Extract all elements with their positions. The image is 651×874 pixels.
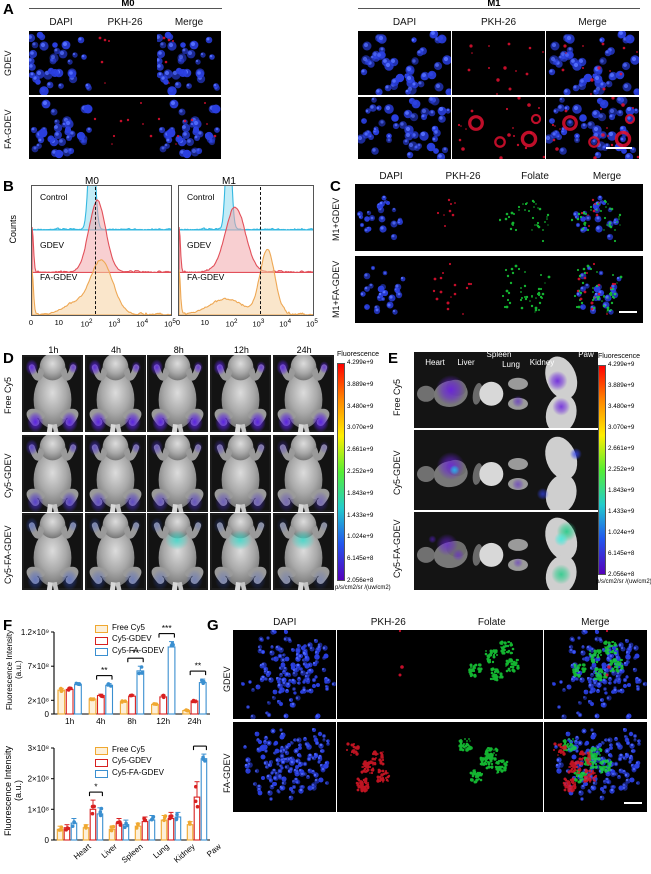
svg-text:7×10⁸: 7×10⁸ <box>28 662 49 671</box>
svg-text:2×10⁸: 2×10⁸ <box>28 775 49 784</box>
svg-text:4h: 4h <box>96 716 106 726</box>
svg-text:1h: 1h <box>65 716 75 726</box>
svg-text:**: ** <box>195 661 202 671</box>
svg-text:24h: 24h <box>187 716 201 726</box>
svg-text:**: ** <box>197 742 204 746</box>
svg-text:1×10⁸: 1×10⁸ <box>28 805 49 814</box>
svg-text:12h: 12h <box>156 716 170 726</box>
svg-text:1.2×10⁹: 1.2×10⁹ <box>21 628 49 637</box>
svg-text:0: 0 <box>45 836 50 845</box>
svg-text:0: 0 <box>45 710 50 719</box>
svg-text:**: ** <box>101 665 108 675</box>
svg-text:8h: 8h <box>127 716 137 726</box>
svg-text:3×10⁸: 3×10⁸ <box>28 744 49 753</box>
svg-text:***: *** <box>162 623 173 633</box>
svg-text:2×10⁸: 2×10⁸ <box>28 696 49 705</box>
